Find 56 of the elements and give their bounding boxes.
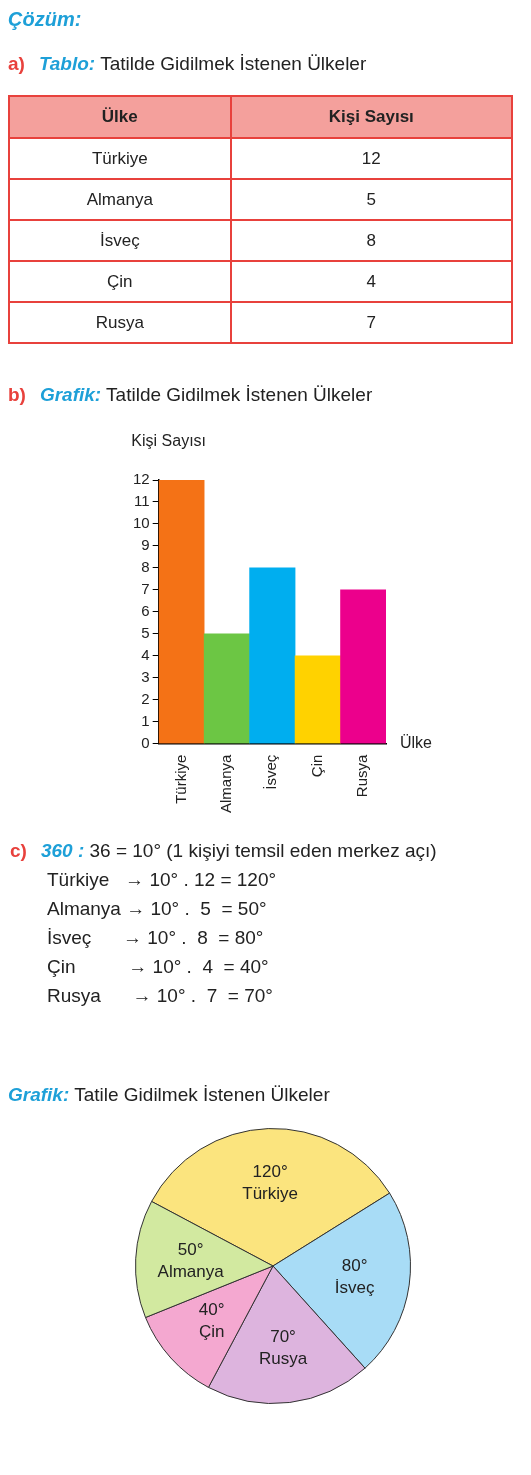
y-tick-label: 4: [141, 645, 150, 663]
category-label: Almanya: [9, 179, 231, 220]
x-tick-label: Rusya: [353, 754, 371, 798]
text: 4: [366, 271, 377, 291]
bar: [294, 655, 341, 744]
y-tick-label: 11: [134, 492, 150, 510]
text: a) Tablo: Tatilde Gidilmek İstenen Ülkeler: [8, 53, 367, 74]
y-tick-label: 6: [141, 601, 150, 619]
text: Çözüm:: [8, 8, 82, 30]
text: Kişi Sayısı: [230, 96, 512, 138]
bar: [249, 567, 296, 744]
y-tick-label: 1: [141, 711, 150, 729]
text: İsveç → 10° . 8 = 80°: [47, 927, 265, 950]
data-label: 50°: [177, 1240, 204, 1260]
text: Çin → 10° . 4 = 40°: [47, 956, 270, 979]
chart-title: b) Grafik: Tatilde Gidilmek İstenen Ülkeler: [8, 384, 373, 405]
data-label: 70°: [270, 1326, 296, 1346]
text: c) 360 : 36 = 10° (1 kişiyi temsil eden merkez açı): [10, 840, 437, 861]
text: Türkiye → 10° . 12 = 120°: [47, 869, 278, 892]
category-label: Türkiye: [9, 138, 231, 179]
slice-label: Çin: [198, 1321, 225, 1341]
category-label: İsveç: [9, 220, 231, 261]
category-label: Çin: [9, 261, 231, 302]
y-tick-label: 2: [141, 689, 150, 707]
data-label: 80°: [341, 1256, 368, 1276]
text: Ülke: [9, 96, 231, 138]
text: 7: [366, 312, 377, 332]
slice-label: Türkiye: [242, 1184, 298, 1204]
slice-label: Rusya: [258, 1348, 308, 1368]
y-tick-label: 10: [133, 514, 150, 532]
y-tick-label: 0: [141, 733, 150, 751]
x-tick-label: Türkiye: [171, 754, 189, 804]
y-axis-title: Kişi Sayısı: [131, 432, 207, 450]
x-tick-label: İsveç: [262, 754, 280, 790]
y-tick-label: 5: [141, 623, 150, 641]
category-label: Rusya: [9, 302, 231, 343]
text: 8: [366, 230, 377, 250]
text: 5: [366, 189, 377, 209]
data-label: 40°: [198, 1299, 225, 1319]
y-tick-label: 8: [141, 558, 150, 576]
y-tick-label: 7: [141, 579, 150, 597]
y-tick-label: 12: [133, 470, 150, 488]
y-tick-label: 9: [141, 536, 150, 554]
slice-label: İsveç: [334, 1278, 376, 1298]
x-tick-label: Almanya: [217, 753, 235, 813]
bar: [203, 633, 250, 744]
text: 12: [361, 148, 381, 168]
data-label: 120°: [252, 1162, 288, 1182]
bar: [340, 589, 386, 744]
y-tick-label: 3: [141, 667, 150, 685]
x-axis-title: Ülke: [400, 734, 433, 752]
slice-label: Almanya: [157, 1262, 225, 1282]
x-tick-label: Çin: [307, 754, 325, 778]
text: Almanya → 10° . 5 = 50°: [47, 898, 268, 921]
chart-title: Grafik: Tatile Gidilmek İstenen Ülkeler: [8, 1084, 330, 1105]
text: Rusya → 10° . 7 = 70°: [47, 985, 274, 1008]
